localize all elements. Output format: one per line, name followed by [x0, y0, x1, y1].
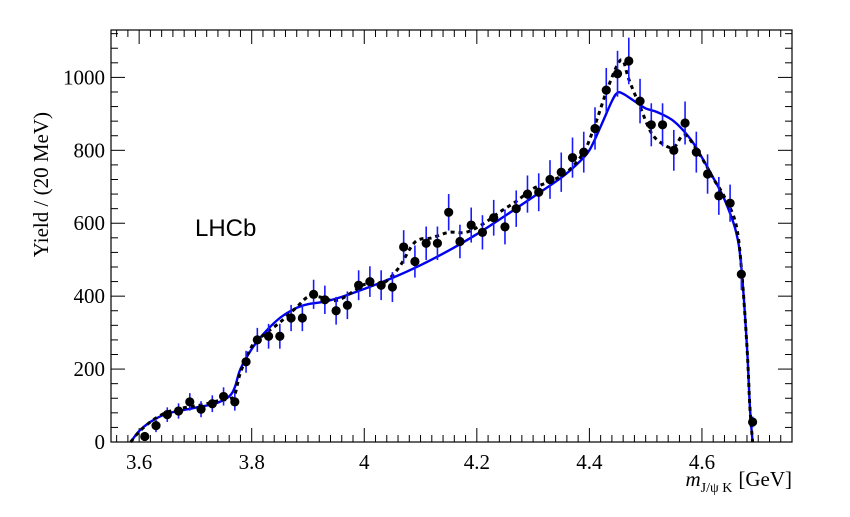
- data-point: [522, 189, 533, 199]
- data-point: [320, 295, 330, 305]
- data-point: [218, 391, 229, 402]
- data-point: [680, 118, 690, 128]
- x-tick-label: 3.6: [126, 450, 152, 474]
- data-point: [714, 191, 724, 201]
- data-point: [748, 417, 758, 427]
- data-point: [151, 420, 161, 431]
- data-point: [624, 56, 634, 66]
- y-tick-label: 400: [74, 284, 106, 308]
- data-point: [309, 289, 319, 299]
- data-point: [736, 269, 746, 279]
- data-point: [489, 213, 499, 223]
- data-point: [331, 306, 341, 316]
- data-point: [601, 85, 611, 95]
- data-point: [545, 174, 555, 185]
- data-point: [140, 431, 150, 442]
- x-tick-label: 4: [359, 450, 370, 474]
- data-point: [365, 276, 375, 287]
- data-point: [354, 280, 364, 290]
- fit-curves: [129, 58, 755, 443]
- y-tick-label: 600: [74, 211, 106, 235]
- data-point: [477, 227, 488, 237]
- data-point: [669, 145, 679, 155]
- data-point: [387, 282, 398, 292]
- x-tick-label: 3.8: [239, 450, 265, 474]
- data-point: [263, 331, 274, 341]
- data-point: [556, 167, 566, 177]
- x-axis-unit: [GeV]: [738, 467, 792, 491]
- y-axis-title: Yield / (20 MeV): [29, 112, 53, 257]
- data-point: [534, 187, 544, 197]
- data-point: [421, 238, 431, 248]
- data-point: [376, 280, 386, 290]
- y-tick-label: 1000: [63, 65, 105, 89]
- data-point: [173, 406, 184, 416]
- data-point: [185, 397, 195, 407]
- data-point: [646, 120, 656, 130]
- data-point: [691, 147, 701, 157]
- data-point: [466, 220, 476, 230]
- data-point: [252, 335, 262, 345]
- data-point: [162, 410, 172, 420]
- y-tick-label: 200: [74, 357, 106, 381]
- y-tick-label: 800: [74, 138, 106, 162]
- x-axis-subscript: J/ψ K: [701, 481, 733, 496]
- data-point: [590, 123, 600, 134]
- data-point: [725, 198, 735, 208]
- x-axis-title: mJ/ψ K [GeV]: [685, 467, 792, 496]
- data-point: [399, 242, 409, 252]
- data-point: [511, 204, 521, 214]
- y-axis-ticks: 0 200 400 600 800 1000: [63, 33, 792, 454]
- data-point: [230, 397, 240, 407]
- data-point: [657, 120, 668, 130]
- data-point: [275, 331, 285, 341]
- x-axis-ticks: 3.6 3.8 4 4.2 4.4 4.6: [116, 30, 793, 474]
- data-points: [140, 37, 758, 442]
- data-point: [702, 169, 713, 179]
- x-tick-label: 4.2: [464, 450, 490, 474]
- data-point: [410, 256, 420, 267]
- x-tick-label: 4.4: [576, 450, 603, 474]
- experiment-label: LHCb: [195, 215, 256, 242]
- plot-frame: [110, 29, 793, 443]
- data-point: [207, 399, 217, 409]
- data-point: [297, 313, 307, 323]
- data-point: [567, 153, 578, 163]
- data-point: [635, 96, 645, 106]
- data-point: [241, 357, 251, 367]
- data-point: [342, 300, 352, 310]
- data-point: [444, 207, 454, 217]
- y-tick-label: 0: [95, 430, 106, 454]
- data-point: [500, 222, 510, 232]
- data-point: [455, 236, 465, 247]
- data-point: [612, 69, 623, 79]
- data-point: [196, 404, 206, 414]
- x-axis-symbol: m: [685, 467, 700, 491]
- fit-curve-dashed: [129, 58, 755, 443]
- x-tick-label: 4.6: [689, 450, 715, 474]
- data-point: [579, 147, 589, 157]
- data-point: [432, 238, 443, 248]
- data-point: [286, 313, 296, 323]
